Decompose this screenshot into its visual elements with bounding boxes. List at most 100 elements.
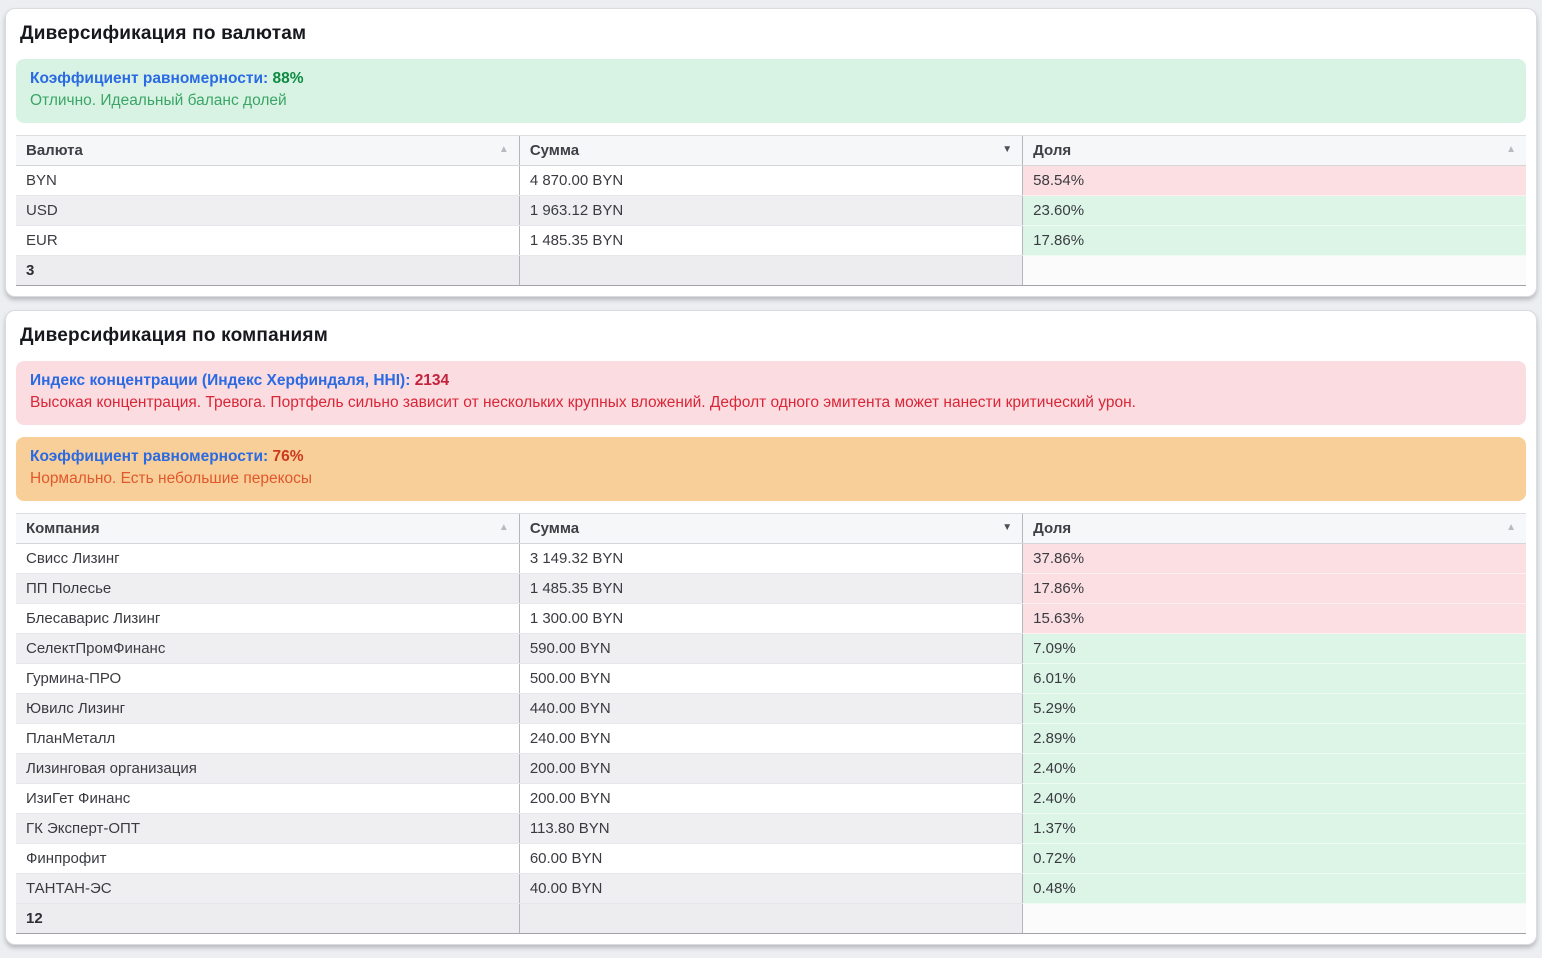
column-header-label: Сумма <box>529 519 580 537</box>
share-column-header[interactable]: Доля ▲ <box>1022 512 1526 544</box>
table-row: ПП Полесье 1 485.35 BYN 17.86% <box>16 573 1526 604</box>
share-cell: 15.63% <box>1022 603 1526 634</box>
share-cell: 6.01% <box>1022 663 1526 694</box>
amount-cell: 113.80 BYN <box>518 813 1023 844</box>
sort-asc-icon[interactable]: ▲ <box>498 144 509 156</box>
amount-cell: 200.00 BYN <box>518 783 1023 814</box>
footer-share-cell <box>1022 902 1526 934</box>
column-header-label: Доля <box>1033 141 1072 159</box>
name-cell: Ювилс Лизинг <box>16 693 520 724</box>
currency-diversification-card: Диверсификация по валютам Коэффициент ра… <box>5 8 1537 297</box>
name-cell: BYN <box>16 165 520 196</box>
name-cell: ГК Эксперт-ОПТ <box>16 813 520 844</box>
name-cell: ПП Полесье <box>16 573 520 604</box>
company-evenness-alert: Коэффициент равномерности: 76% Нормально… <box>16 436 1526 501</box>
alert-headline: Коэффициент равномерности: 76% <box>30 446 1512 468</box>
table-row: ПланМеталл 240.00 BYN 2.89% <box>16 723 1526 754</box>
row-count-cell: 3 <box>16 254 520 286</box>
share-cell: 2.89% <box>1022 723 1526 754</box>
column-header-label: Доля <box>1033 519 1072 537</box>
company-table: Компания ▲ Сумма ▼ Доля ▲ <box>16 512 1526 934</box>
amount-cell: 60.00 BYN <box>518 843 1023 874</box>
share-cell: 17.86% <box>1022 573 1526 604</box>
company-column-header[interactable]: Компания ▲ <box>16 512 520 544</box>
table-row: ГК Эксперт-ОПТ 113.80 BYN 1.37% <box>16 813 1526 844</box>
amount-cell: 3 149.32 BYN <box>518 543 1023 574</box>
share-cell: 58.54% <box>1022 165 1526 196</box>
share-cell: 2.40% <box>1022 783 1526 814</box>
column-header-label: Валюта <box>26 141 83 159</box>
footer-amount-cell <box>518 254 1023 286</box>
table-row: Финпрофит 60.00 BYN 0.72% <box>16 843 1526 874</box>
company-table-footer-row: 12 <box>16 902 1526 934</box>
share-cell: 5.29% <box>1022 693 1526 724</box>
table-row: USD 1 963.12 BYN 23.60% <box>16 195 1526 226</box>
alert-subtitle: Нормально. Есть небольшие перекосы <box>30 470 313 488</box>
table-row: Свисс Лизинг 3 149.32 BYN 37.86% <box>16 543 1526 574</box>
share-cell: 23.60% <box>1022 195 1526 226</box>
table-row: BYN 4 870.00 BYN 58.54% <box>16 165 1526 196</box>
currency-table-footer-row: 3 <box>16 254 1526 286</box>
alert-subtitle: Отлично. Идеальный баланс долей <box>30 92 287 110</box>
name-cell: Финпрофит <box>16 843 520 874</box>
alert-label: Коэффициент равномерности: <box>30 70 269 87</box>
sort-desc-icon[interactable]: ▼ <box>1002 144 1013 156</box>
alert-headline: Коэффициент равномерности: 88% <box>30 68 1512 90</box>
amount-cell: 240.00 BYN <box>518 723 1023 754</box>
table-row: ИзиГет Финанс 200.00 BYN 2.40% <box>16 783 1526 814</box>
name-cell: USD <box>16 195 520 226</box>
footer-amount-cell <box>518 902 1023 934</box>
share-cell: 1.37% <box>1022 813 1526 844</box>
share-cell: 0.72% <box>1022 843 1526 874</box>
alert-value: 88% <box>272 70 304 87</box>
sort-asc-icon[interactable]: ▲ <box>1506 522 1516 534</box>
sort-asc-icon[interactable]: ▲ <box>498 522 509 534</box>
alert-subtitle: Высокая концентрация. Тревога. Портфель … <box>30 394 1136 412</box>
column-header-label: Компания <box>26 519 100 537</box>
amount-column-header[interactable]: Сумма ▼ <box>518 134 1023 166</box>
column-header-label: Сумма <box>529 141 580 159</box>
sort-asc-icon[interactable]: ▲ <box>1506 144 1516 156</box>
table-row: Лизинговая организация 200.00 BYN 2.40% <box>16 753 1526 784</box>
name-cell: Лизинговая организация <box>16 753 520 784</box>
currency-card-title: Диверсификация по валютам <box>20 23 307 44</box>
alert-label: Коэффициент равномерности: <box>30 447 269 465</box>
alert-value: 76% <box>272 447 304 465</box>
company-diversification-card: Диверсификация по компаниям Индекс конце… <box>5 309 1537 945</box>
table-row: Гурмина-ПРО 500.00 BYN 6.01% <box>16 663 1526 694</box>
share-cell: 37.86% <box>1022 543 1526 574</box>
share-column-header[interactable]: Доля ▲ <box>1022 134 1526 166</box>
currency-evenness-alert: Коэффициент равномерности: 88% Отлично. … <box>16 59 1526 123</box>
amount-cell: 1 485.35 BYN <box>518 225 1023 256</box>
share-cell: 7.09% <box>1022 633 1526 664</box>
alert-value: 2134 <box>414 371 450 389</box>
company-card-title: Диверсификация по компаниям <box>20 324 328 346</box>
share-cell: 17.86% <box>1022 225 1526 256</box>
amount-cell: 200.00 BYN <box>518 753 1023 784</box>
currency-table-header-row: Валюта ▲ Сумма ▼ Доля ▲ <box>16 134 1526 166</box>
amount-cell: 590.00 BYN <box>518 633 1023 664</box>
name-cell: ПланМеталл <box>16 723 520 754</box>
currency-column-header[interactable]: Валюта ▲ <box>16 134 520 166</box>
table-row: СелектПромФинанс 590.00 BYN 7.09% <box>16 633 1526 664</box>
amount-cell: 440.00 BYN <box>518 693 1023 724</box>
footer-share-cell <box>1022 254 1526 286</box>
amount-column-header[interactable]: Сумма ▼ <box>518 512 1023 544</box>
row-count-cell: 12 <box>16 902 520 934</box>
table-row: Блесаварис Лизинг 1 300.00 BYN 15.63% <box>16 603 1526 634</box>
currency-table: Валюта ▲ Сумма ▼ Доля ▲ <box>16 134 1526 286</box>
amount-cell: 1 300.00 BYN <box>518 603 1023 634</box>
name-cell: Гурмина-ПРО <box>16 663 520 694</box>
sort-desc-icon[interactable]: ▼ <box>1002 522 1013 534</box>
amount-cell: 4 870.00 BYN <box>518 165 1023 196</box>
amount-cell: 1 963.12 BYN <box>518 195 1023 226</box>
name-cell: СелектПромФинанс <box>16 633 520 664</box>
name-cell: ИзиГет Финанс <box>16 783 520 814</box>
name-cell: Свисс Лизинг <box>16 543 520 574</box>
amount-cell: 500.00 BYN <box>518 663 1023 694</box>
name-cell: EUR <box>16 225 520 256</box>
name-cell: Блесаварис Лизинг <box>16 603 520 634</box>
alert-label: Индекс концентрации (Индекс Херфиндаля, … <box>30 371 411 389</box>
alert-headline: Индекс концентрации (Индекс Херфиндаля, … <box>30 370 1512 392</box>
